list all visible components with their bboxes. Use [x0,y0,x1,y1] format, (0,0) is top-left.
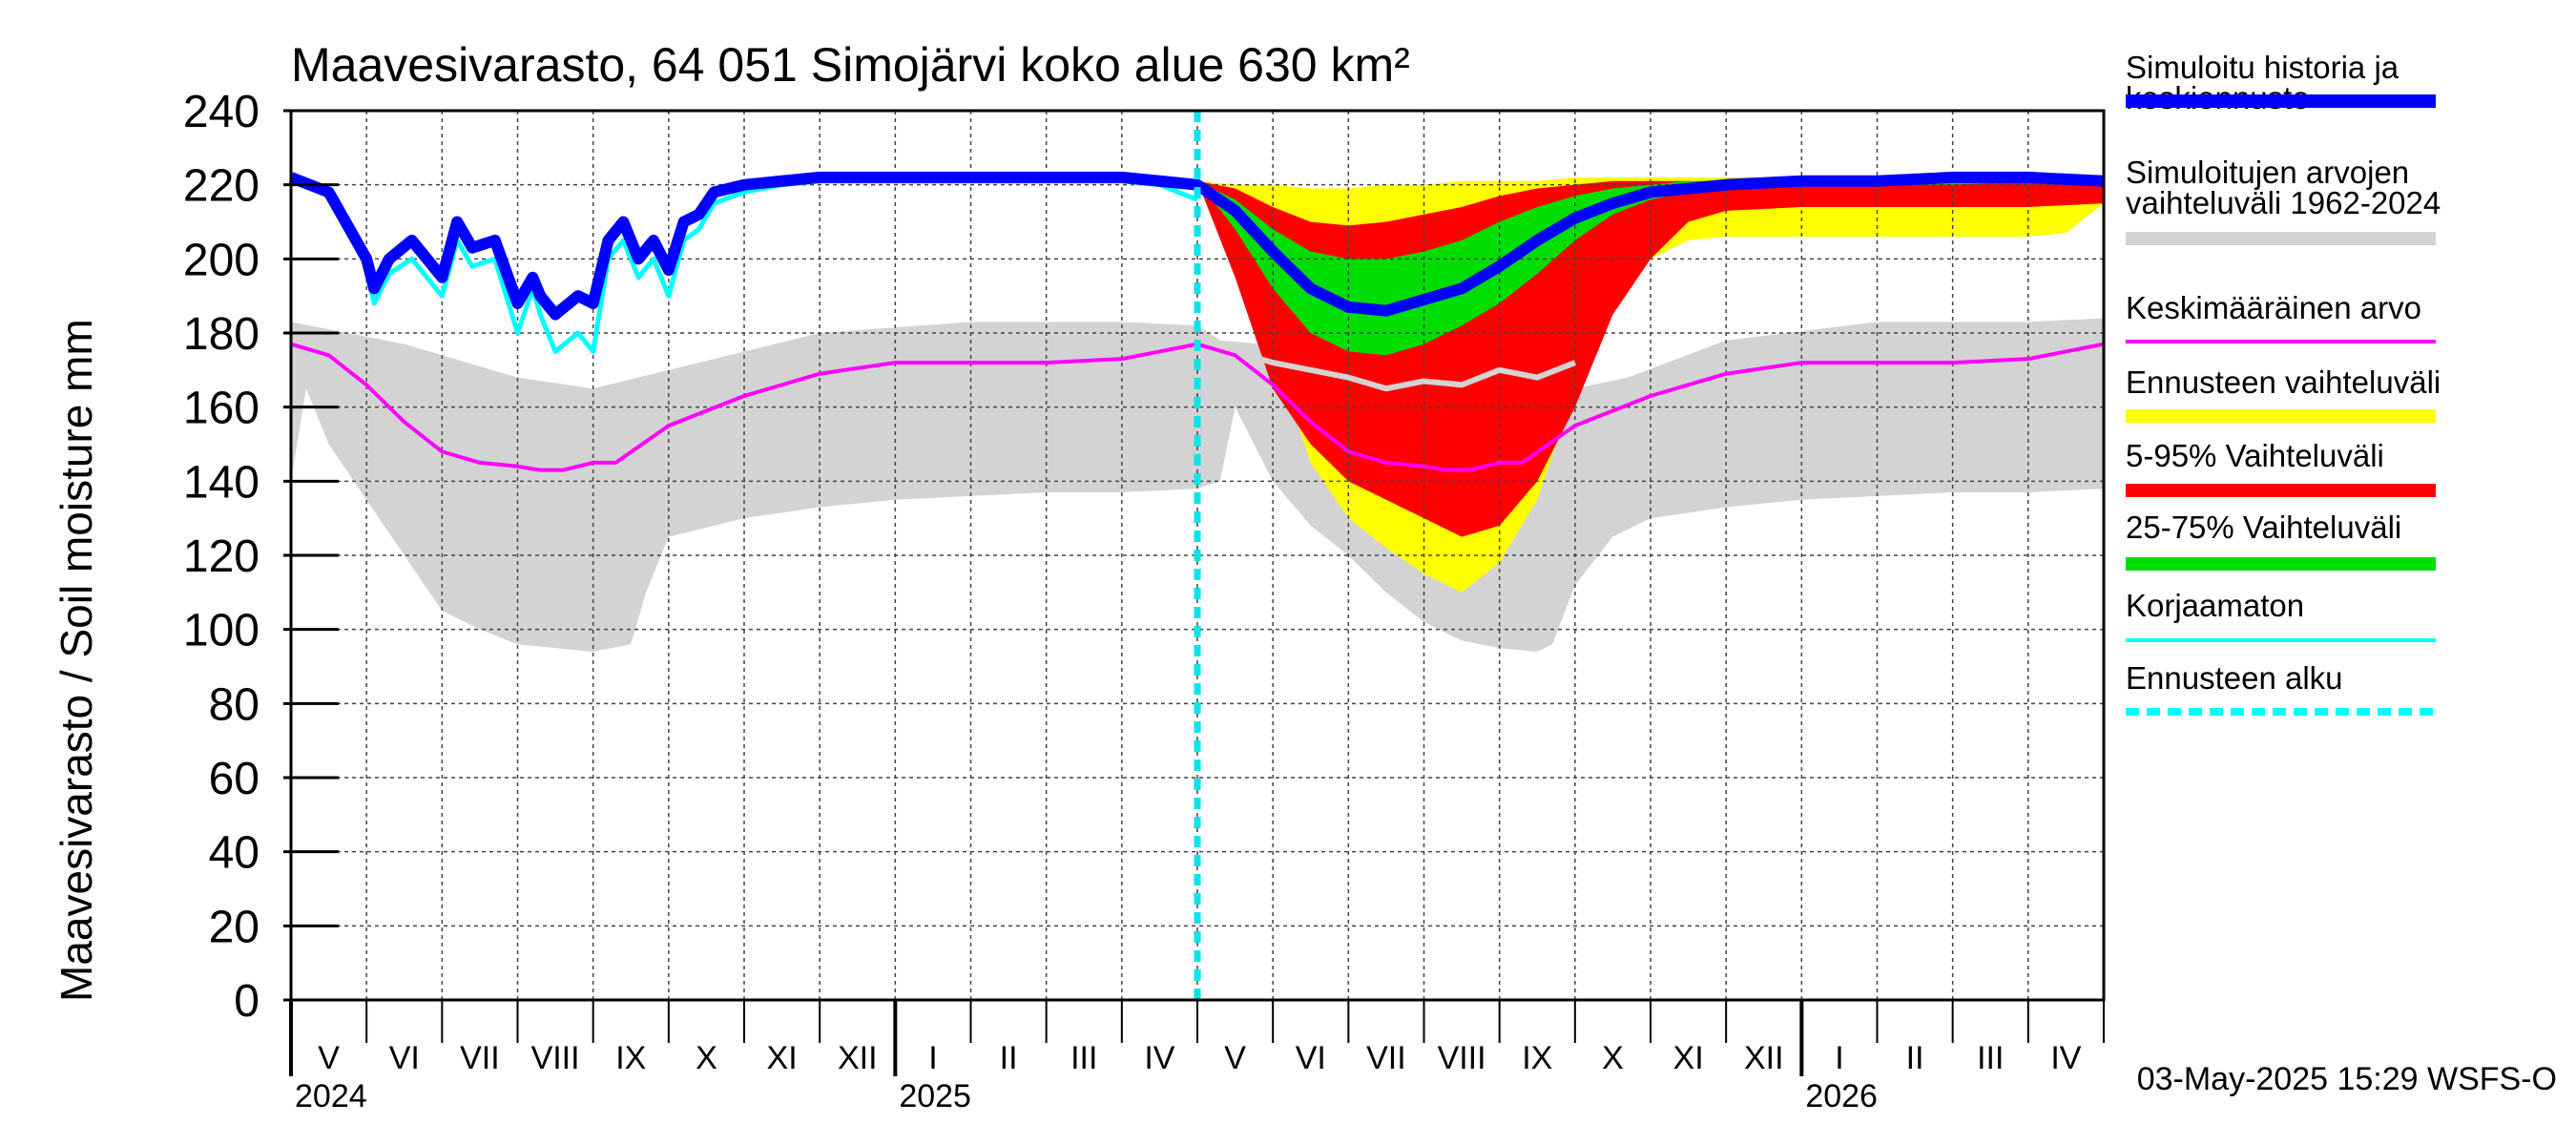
legend-label: Korjaamaton [2126,588,2304,623]
legend: Simuloitu historia jakeskiennusteSimuloi… [2126,50,2441,716]
legend-label: Ennusteen vaihteluväli [2126,364,2441,400]
y-tick-label: 120 [183,531,260,582]
year-label: 2025 [899,1078,971,1114]
month-label: V [1224,1040,1246,1076]
month-label: IX [1522,1040,1552,1076]
month-label: IV [2050,1040,2081,1076]
legend-label: Ennusteen alku [2126,660,2343,696]
legend-label: Keskimääräinen arvo [2126,290,2421,325]
grid-lines [291,110,2104,1001]
month-label: XII [1744,1040,1784,1076]
y-tick-label: 100 [183,606,260,656]
month-label: III [1977,1040,2004,1076]
month-label: XI [767,1040,798,1076]
y-tick-label: 60 [209,754,260,804]
month-label: X [1602,1040,1624,1076]
chart-title: Maavesivarasto, 64 051 Simojärvi koko al… [291,38,1410,92]
y-tick-label: 200 [183,235,260,285]
y-tick-label: 20 [209,902,260,952]
y-tick-label: 40 [209,828,260,879]
y-tick-label: 240 [183,87,260,137]
month-label: XI [1673,1040,1704,1076]
y-tick-label: 180 [183,309,260,360]
month-label: VIII [1438,1040,1486,1076]
footer-timestamp: 03-May-2025 15:29 WSFS-O [2137,1061,2557,1097]
month-label: VII [1366,1040,1406,1076]
legend-label: 5-95% Vaihteluväli [2126,438,2384,473]
month-label: II [1906,1040,1924,1076]
month-label: VII [460,1040,500,1076]
y-tick-label: 80 [209,679,260,730]
month-label: II [1000,1040,1018,1076]
month-label: X [696,1040,717,1076]
month-label: V [318,1040,340,1076]
month-label: IX [615,1040,646,1076]
y-axis-ticks: 0 20 40 60 80 100 120 140 160 180 200 220 240 [183,87,339,1027]
month-label: III [1070,1040,1097,1076]
month-label: VIII [531,1040,580,1076]
simulated-median-line [1234,348,1576,392]
y-tick-label: 160 [183,384,260,434]
y-tick-label: 220 [183,161,260,212]
simulated-history-line [288,171,2105,321]
y-tick-label: 0 [234,976,260,1027]
month-label: VI [1296,1040,1326,1076]
year-label: 2026 [1805,1078,1878,1114]
y-tick-label: 140 [183,457,260,508]
month-label: IV [1144,1040,1174,1076]
year-label: 2024 [295,1078,367,1114]
month-label: XII [838,1040,878,1076]
legend-label: 25-75% Vaihteluväli [2126,510,2401,545]
month-label: VI [389,1040,420,1076]
month-label: I [928,1040,937,1076]
month-label: I [1835,1040,1843,1076]
legend-label: Simuloitujen arvojen vaihteluväli 1962-20… [2126,155,2441,220]
y-axis-label: Maavesivarasto / Soil moisture mm [52,319,101,1002]
